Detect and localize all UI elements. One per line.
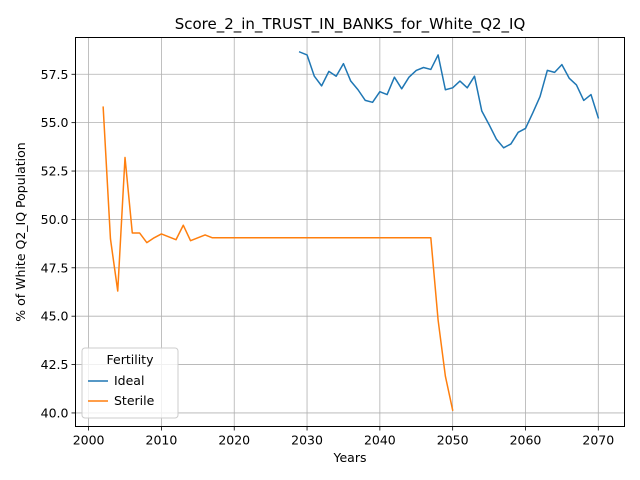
series-line-ideal: [298, 51, 600, 149]
plot-area-frame: [75, 37, 625, 427]
axis-ticks: 2000 2010 2020 2030 2040 2050 2060 2070 40.0 42.5…: [41, 67, 615, 448]
legend-label-ideal: Ideal: [114, 373, 144, 388]
series-line-sterile: [102, 106, 454, 411]
x-tick-label: 2010: [146, 433, 178, 448]
y-tick-label: 42.5: [41, 357, 69, 372]
x-tick-label: 2040: [364, 433, 396, 448]
legend-title: Fertility: [107, 352, 155, 367]
x-tick-label: 2070: [582, 433, 614, 448]
x-tick-label: 2060: [510, 433, 542, 448]
y-tick-label: 55.0: [41, 115, 69, 130]
y-tick-label: 40.0: [41, 405, 69, 420]
x-tick-label: 2030: [291, 433, 323, 448]
x-tick-label: 2020: [218, 433, 250, 448]
legend: Fertility Ideal Sterile: [81, 347, 179, 419]
y-tick-label: 47.5: [41, 260, 69, 275]
y-tick-label: 57.5: [41, 67, 69, 82]
x-axis-label: Years: [333, 450, 367, 465]
series-lines: [102, 51, 600, 411]
y-axis-label: % of White Q2_IQ Population: [13, 142, 28, 321]
x-tick-label: 2050: [437, 433, 469, 448]
y-tick-label: 52.5: [41, 164, 69, 179]
legend-label-sterile: Sterile: [114, 393, 155, 408]
y-tick-label: 50.0: [41, 212, 69, 227]
chart-title: Score_2_in_TRUST_IN_BANKS_for_White_Q2_I…: [175, 15, 526, 34]
y-tick-label: 45.0: [41, 309, 69, 324]
x-tick-label: 2000: [73, 433, 105, 448]
